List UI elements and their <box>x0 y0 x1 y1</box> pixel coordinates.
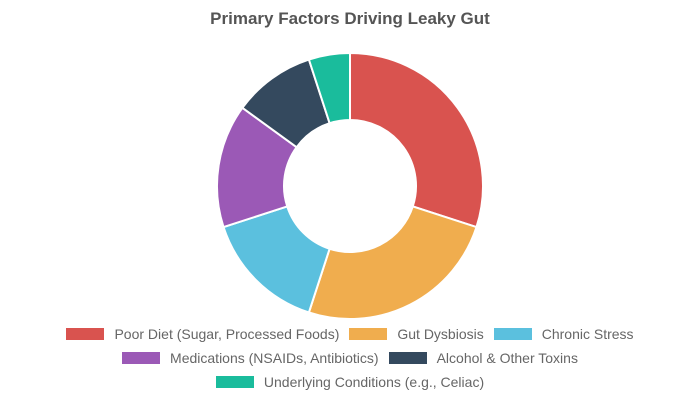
legend-label: Medications (NSAIDs, Antibiotics) <box>170 350 379 366</box>
legend-label: Gut Dysbiosis <box>397 326 484 342</box>
legend-swatch <box>215 376 254 388</box>
chart-legend: Poor Diet (Sugar, Processed Foods) Gut Dy… <box>0 322 700 394</box>
legend-label: Chronic Stress <box>541 326 634 342</box>
legend-label: Underlying Conditions (e.g., Celiac) <box>263 374 485 390</box>
legend-item[interactable]: Medications (NSAIDs, Antibiotics) <box>122 350 379 366</box>
legend-label: Alcohol & Other Toxins <box>436 350 578 366</box>
doughnut-slice-1[interactable] <box>349 51 484 229</box>
legend-item[interactable]: Chronic Stress <box>493 326 634 342</box>
legend-row: Medications (NSAIDs, Antibiotics) Alcohol… <box>0 346 700 370</box>
legend-row: Underlying Conditions (e.g., Celiac) <box>0 370 700 394</box>
doughnut-slice-6[interactable] <box>307 51 351 125</box>
legend-label: Poor Diet (Sugar, Processed Foods) <box>114 326 340 342</box>
legend-item[interactable]: Underlying Conditions (e.g., Celiac) <box>215 374 485 390</box>
legend-swatch <box>493 328 532 340</box>
legend-item[interactable]: Poor Diet (Sugar, Processed Foods) <box>66 326 339 342</box>
legend-swatch <box>66 328 105 340</box>
legend-row: Poor Diet (Sugar, Processed Foods) Gut Dy… <box>0 322 700 346</box>
legend-swatch <box>388 352 427 364</box>
legend-item[interactable]: Alcohol & Other Toxins <box>388 350 578 366</box>
legend-item[interactable]: Gut Dysbiosis <box>349 326 484 342</box>
legend-swatch <box>122 352 161 364</box>
doughnut-slice-2[interactable] <box>307 205 478 320</box>
legend-swatch <box>349 328 388 340</box>
chart-title: Primary Factors Driving Leaky Gut <box>210 9 490 28</box>
